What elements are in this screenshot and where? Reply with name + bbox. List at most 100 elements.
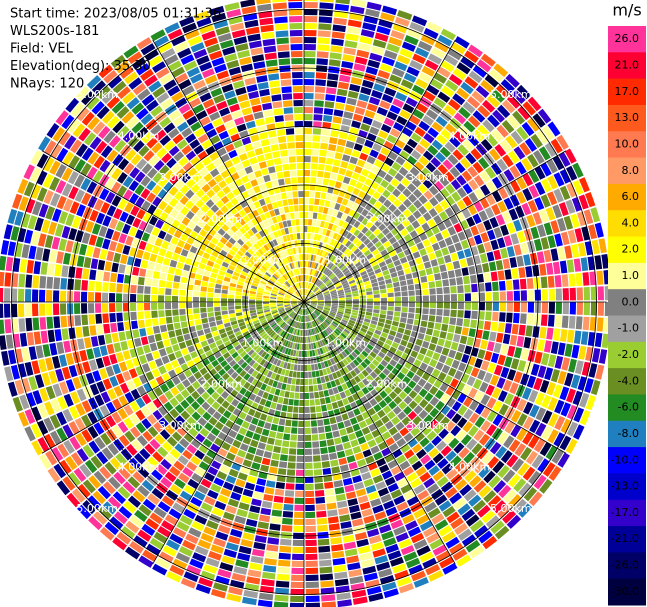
radar-cell <box>325 215 332 222</box>
radar-cell <box>442 279 450 287</box>
radar-cell <box>443 294 450 302</box>
radar-cell <box>295 314 299 321</box>
radar-cell <box>291 302 298 304</box>
radar-cell <box>342 358 349 366</box>
radar-cell <box>144 286 151 294</box>
radar-cell <box>394 302 402 307</box>
radar-cell <box>287 309 293 314</box>
radar-cell <box>247 349 255 356</box>
radar-cell <box>387 297 394 302</box>
radar-cell <box>443 302 450 309</box>
radar-cell <box>331 401 339 409</box>
radar-cell <box>58 238 67 252</box>
radar-cell <box>287 462 296 469</box>
radar-cell <box>49 249 58 263</box>
radar-cell <box>311 335 315 343</box>
radar-cell <box>366 294 373 299</box>
radar-cell <box>352 327 360 333</box>
radar-cell <box>457 302 464 310</box>
radar-cell <box>380 310 387 315</box>
radar-cell <box>265 272 272 278</box>
radar-cell <box>282 163 290 171</box>
radar-cell <box>200 340 209 348</box>
radar-cell <box>295 276 299 282</box>
radar-cell <box>291 262 295 269</box>
radar-cell <box>283 284 289 289</box>
radar-cell <box>288 356 293 363</box>
radar-cell <box>457 285 464 293</box>
radar-cell <box>282 220 288 228</box>
radar-cell <box>330 291 337 295</box>
radar-cell <box>270 331 276 338</box>
radar-cell <box>537 339 545 352</box>
radar-cell <box>397 251 406 259</box>
radar-cell <box>421 340 430 349</box>
radar-cell <box>336 211 343 219</box>
radar-cell <box>208 282 215 288</box>
radar-cell <box>306 343 309 350</box>
radar-cell <box>214 364 223 372</box>
radar-cell <box>338 295 345 299</box>
radar-cell <box>342 54 355 63</box>
radar-cell <box>247 475 257 484</box>
radar-cell <box>165 302 172 310</box>
radar-cell <box>222 281 230 286</box>
radar-cell <box>39 303 46 316</box>
radar-cell <box>297 177 304 184</box>
radar-cell <box>259 413 268 421</box>
radar-cell <box>224 340 232 347</box>
radar-cell <box>75 267 83 279</box>
radar-cell <box>214 306 221 312</box>
radar-cell <box>323 330 329 337</box>
radar-cell <box>311 247 316 254</box>
radar-cell <box>282 314 288 319</box>
radar-cell <box>234 253 242 261</box>
radar-cell <box>368 340 376 347</box>
radar-cell <box>326 270 332 276</box>
radar-cell <box>349 361 357 369</box>
radar-cell <box>221 306 228 311</box>
radar-cell <box>132 266 140 276</box>
radar-cell <box>193 285 201 291</box>
radar-cell <box>346 250 353 258</box>
radar-cell <box>238 337 246 344</box>
radar-cell <box>518 267 526 278</box>
radar-cell <box>292 304 298 308</box>
radar-cell <box>242 295 249 300</box>
radar-cell <box>298 191 304 198</box>
radar-cell <box>320 142 329 150</box>
radar-cell <box>221 289 228 294</box>
radar-cell <box>259 398 267 406</box>
radar-cell <box>464 302 471 310</box>
radar-cell <box>318 16 333 24</box>
radar-cell <box>336 271 343 278</box>
radar-cell <box>331 298 338 301</box>
radar-cell <box>281 322 287 329</box>
radar-cell <box>289 16 303 23</box>
radar-cell <box>308 291 313 297</box>
radar-cell <box>427 321 435 329</box>
radar-cell <box>310 303 317 306</box>
radar-cell <box>151 294 158 302</box>
radar-cell <box>436 287 443 295</box>
radar-cell <box>271 290 278 294</box>
radar-cell <box>315 270 320 277</box>
radar-cell <box>331 31 345 39</box>
radar-cell <box>235 288 243 293</box>
radar-cell <box>316 334 321 341</box>
radar-cell <box>254 484 265 493</box>
radar-cell <box>228 333 236 340</box>
radar-cell <box>251 402 259 410</box>
radar-cell <box>238 502 250 511</box>
radar-cell <box>339 228 346 236</box>
radar-cell <box>263 174 271 183</box>
radar-cell <box>307 364 312 371</box>
radar-cell <box>324 244 329 251</box>
radar-cell <box>306 289 309 296</box>
radar-cell <box>305 268 308 275</box>
radar-cell <box>255 324 262 330</box>
radar-cell <box>243 232 251 240</box>
radar-cell <box>304 399 310 407</box>
radar-cell <box>244 143 254 152</box>
radar-cell <box>310 298 317 301</box>
